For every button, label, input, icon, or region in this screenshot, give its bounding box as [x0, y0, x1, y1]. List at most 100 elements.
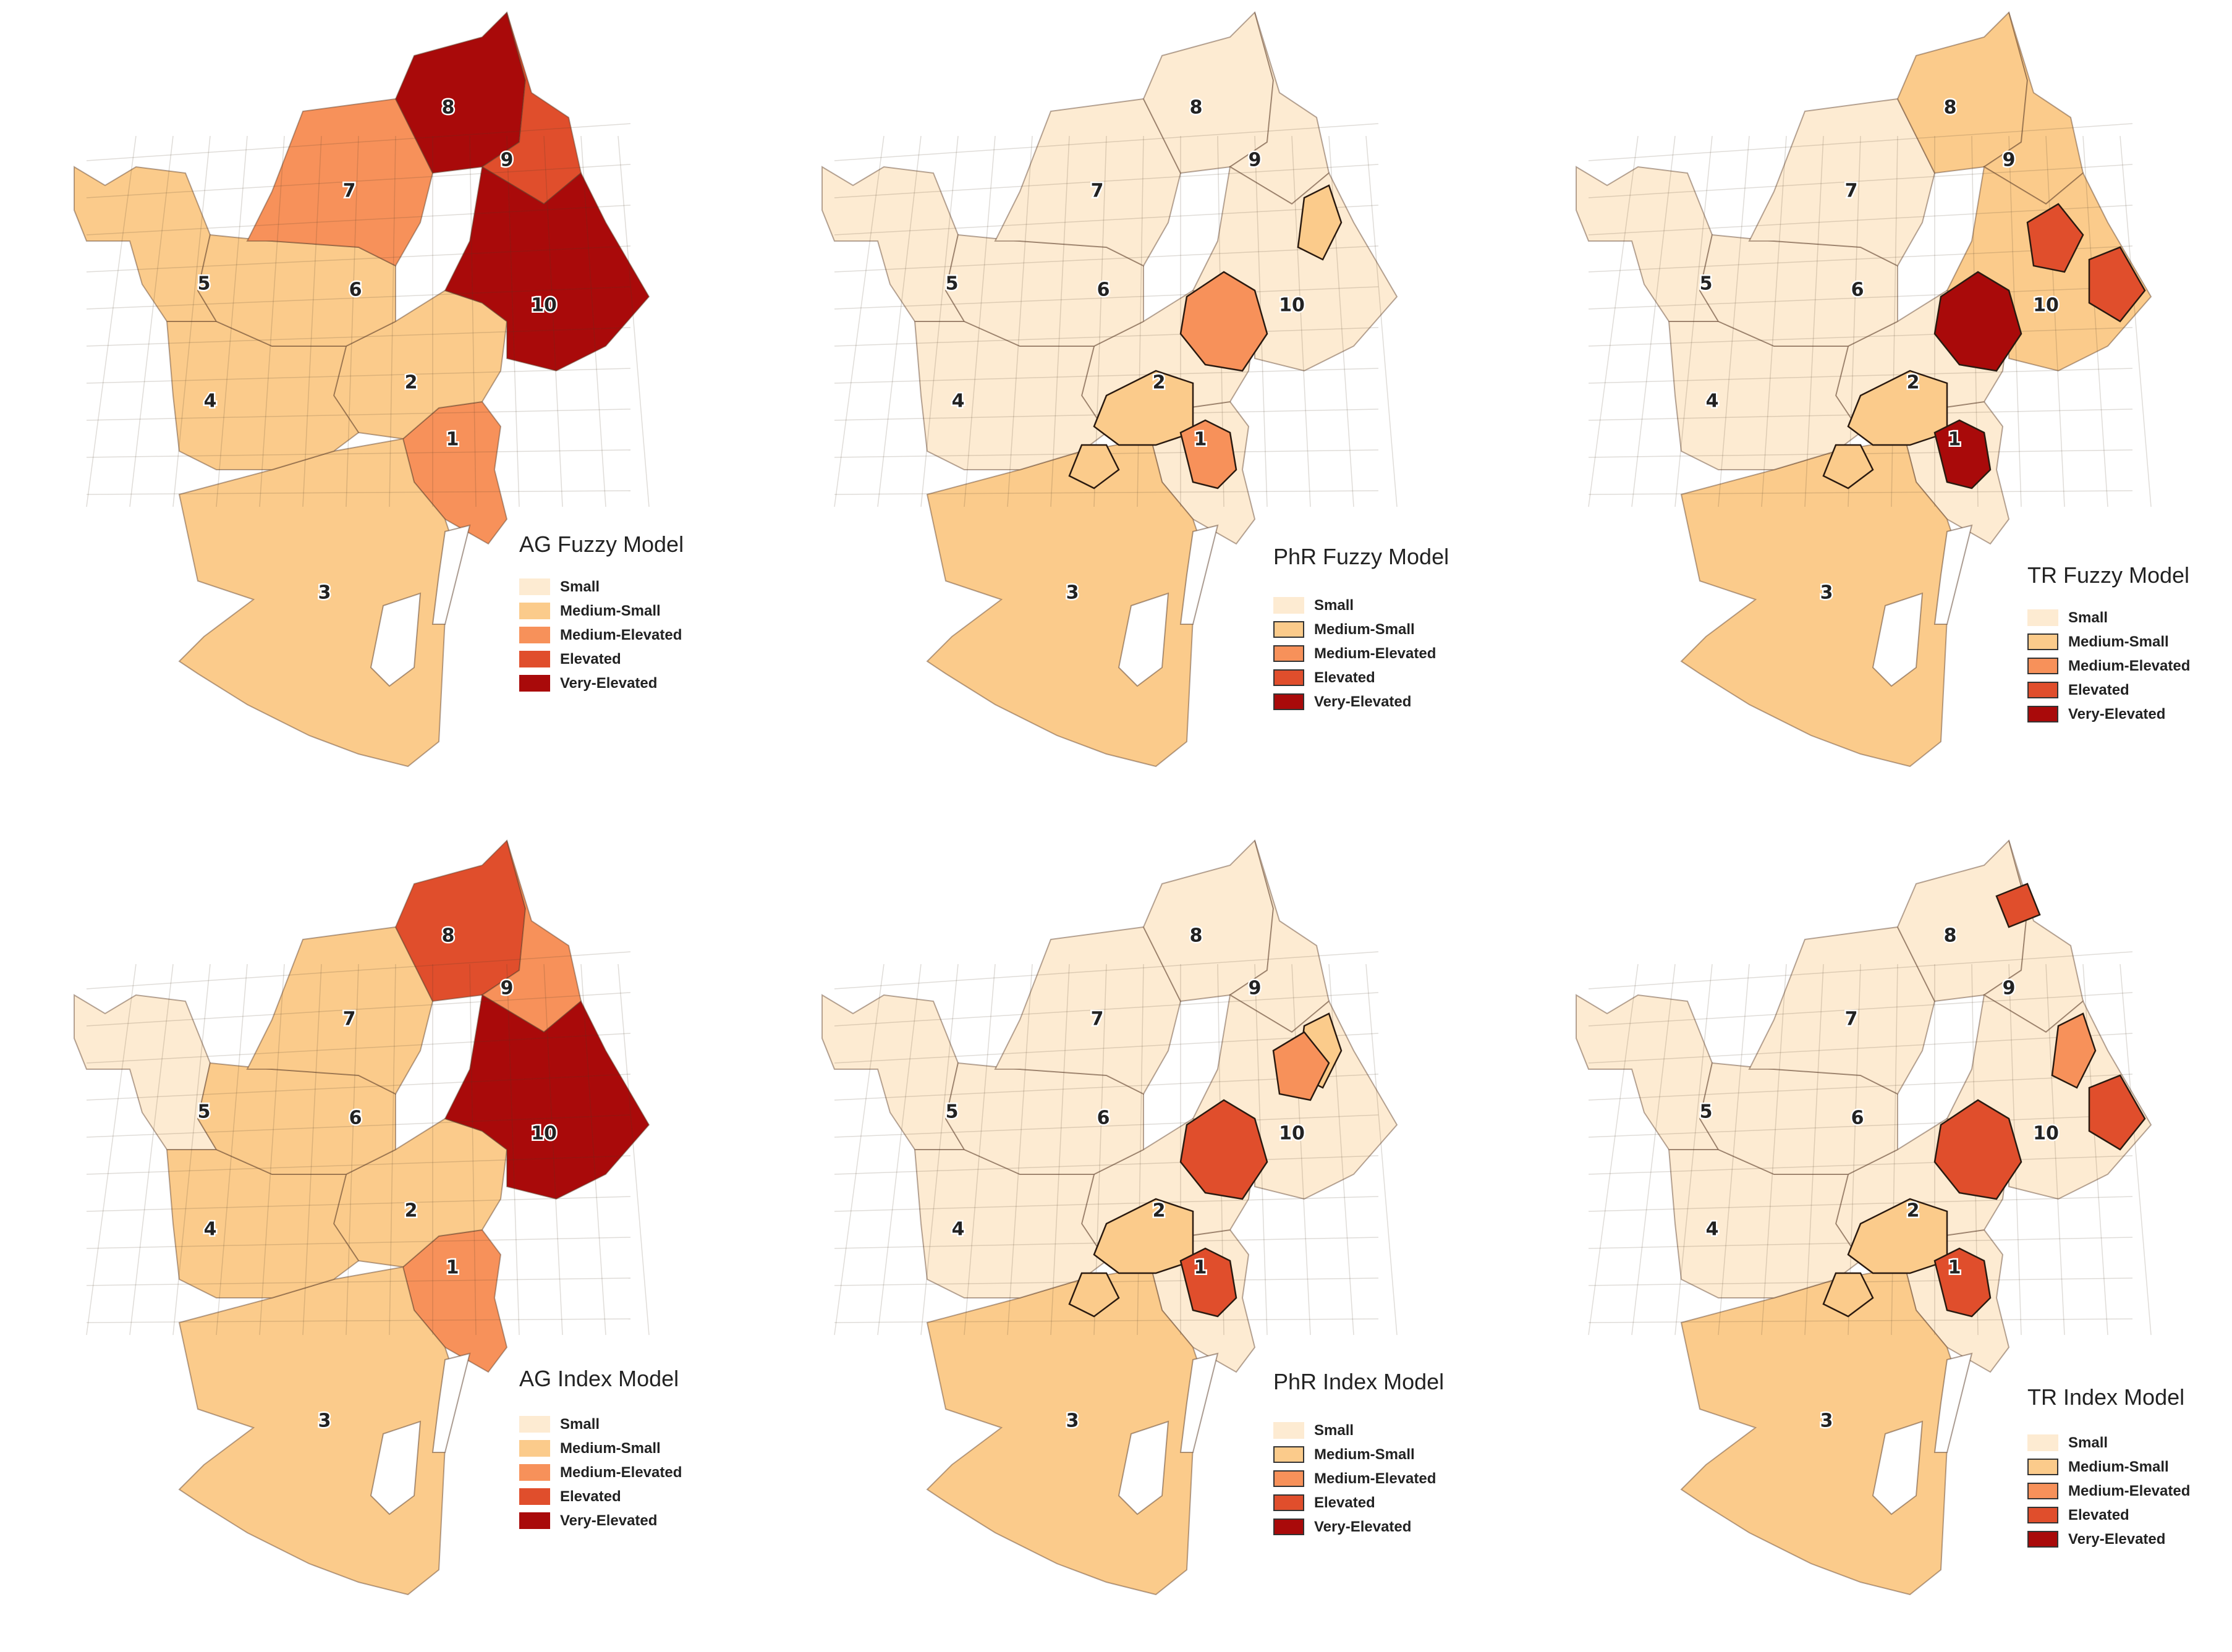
map-title: TR Index Model — [2027, 1384, 2185, 1410]
legend-swatch — [1273, 669, 1304, 686]
street-line — [543, 135, 563, 507]
legend-item: Small — [519, 575, 682, 599]
street-line — [834, 964, 885, 1336]
legend-item: Medium-Small — [2027, 630, 2190, 654]
district-label-3: 3 — [1066, 582, 1079, 604]
harbour-cutout — [1118, 1352, 1219, 1515]
hotspot-old-town — [1179, 1247, 1237, 1318]
district-label-6: 6 — [349, 279, 362, 301]
legend-label: Medium-Small — [1314, 621, 1415, 638]
legend-swatch — [519, 1488, 550, 1505]
harbour-cutout — [1872, 524, 1973, 687]
district-label-8: 8 — [1944, 97, 1957, 119]
district-label-9: 9 — [1249, 150, 1262, 171]
legend-item: Medium-Elevated — [2027, 1479, 2190, 1503]
hotspot-old-town — [1179, 419, 1237, 489]
legend-swatch — [2027, 1434, 2058, 1451]
legend-item: Small — [1273, 593, 1436, 617]
district-label-2: 2 — [1907, 372, 1920, 394]
district-label-2: 2 — [1153, 1200, 1166, 1222]
street-line — [580, 135, 606, 507]
legend-swatch — [2027, 682, 2058, 698]
street-line — [1050, 964, 1070, 1336]
district-label-1: 1 — [1194, 1257, 1207, 1279]
legend-item: Small — [2027, 1431, 2190, 1455]
legend-label: Medium-Elevated — [2068, 657, 2191, 674]
district-label-3: 3 — [318, 582, 331, 604]
legend-swatch — [1273, 1519, 1304, 1535]
district-label-1: 1 — [446, 1257, 459, 1279]
legend-item: Medium-Small — [1273, 1442, 1436, 1467]
district-label-1: 1 — [1948, 1257, 1961, 1279]
street-line — [86, 1237, 631, 1249]
district-10 — [1192, 166, 1398, 372]
hotspot-central — [1093, 1198, 1194, 1274]
street-line — [346, 135, 359, 507]
street-line — [172, 964, 211, 1336]
district-label-3: 3 — [1820, 582, 1833, 604]
street-line — [920, 135, 959, 507]
district-label-7: 7 — [343, 180, 356, 202]
street-line — [506, 135, 520, 507]
district-label-6: 6 — [1097, 279, 1110, 301]
legend-label: Very-Elevated — [1314, 1518, 1412, 1535]
map-panel-4: 1 2 3 4 5 6 7 8 9 10 AG Index Model Small Medium-Sma… — [12, 828, 754, 1632]
district-label-4: 4 — [204, 391, 217, 412]
district-label-6: 6 — [1851, 279, 1864, 301]
street-line — [389, 964, 396, 1336]
street-line — [617, 964, 650, 1336]
district-label-8: 8 — [442, 97, 455, 119]
legend-swatch — [1273, 621, 1304, 638]
legend-label: Elevated — [1314, 669, 1375, 686]
street-line — [1718, 964, 1750, 1336]
district-5 — [74, 166, 218, 322]
street-line — [1761, 964, 1787, 1336]
hotspot-central-north — [1933, 1099, 2022, 1200]
map-title: AG Index Model — [519, 1366, 679, 1391]
legend-swatch — [2027, 633, 2058, 650]
street-line — [469, 135, 477, 507]
district-10 — [444, 994, 650, 1200]
street-line — [1588, 368, 2133, 384]
legend-swatch — [2027, 1459, 2058, 1475]
hotspot-central — [1847, 370, 1948, 446]
street-line — [1588, 286, 2133, 310]
street-line — [834, 1196, 1379, 1212]
hotspot-central-north — [1933, 271, 2022, 372]
district-7 — [1748, 98, 1936, 267]
street-line — [172, 135, 211, 507]
hotspot-east-coast — [2088, 246, 2146, 323]
district-7 — [994, 926, 1182, 1095]
district-label-3: 3 — [1066, 1410, 1079, 1432]
legend-swatch — [519, 1512, 550, 1529]
street-line — [1588, 327, 2133, 347]
street-line — [834, 490, 1379, 495]
harbour-cutout — [1872, 1352, 1973, 1515]
street-line — [86, 368, 631, 384]
legend-label: Small — [2068, 1434, 2108, 1451]
hotspot-east-inner — [2026, 203, 2084, 273]
choropleth-map: 1 2 3 4 5 6 7 8 9 10 — [1576, 11, 2152, 768]
legend-item: Medium-Elevated — [1273, 642, 1436, 666]
legend-swatch — [519, 627, 550, 643]
legend-item: Small — [519, 1412, 682, 1436]
district-label-8: 8 — [1944, 925, 1957, 947]
street-line — [1588, 964, 1639, 1336]
district-label-7: 7 — [343, 1009, 356, 1030]
legend-item: Very-Elevated — [2027, 702, 2190, 726]
district-label-2: 2 — [405, 372, 418, 394]
street-line — [86, 449, 631, 458]
district-5 — [821, 994, 965, 1150]
legend-swatch — [519, 603, 550, 619]
street-line — [1674, 964, 1713, 1336]
district-label-9: 9 — [2003, 150, 2016, 171]
district-label-8: 8 — [1190, 97, 1203, 119]
legend-label: Very-Elevated — [560, 674, 658, 692]
street-line — [580, 964, 606, 1336]
street-line — [86, 1318, 631, 1323]
legend-item: Small — [2027, 606, 2190, 630]
street-line — [86, 1033, 631, 1064]
legend-label: Elevated — [2068, 1506, 2129, 1523]
street-line — [86, 135, 137, 507]
